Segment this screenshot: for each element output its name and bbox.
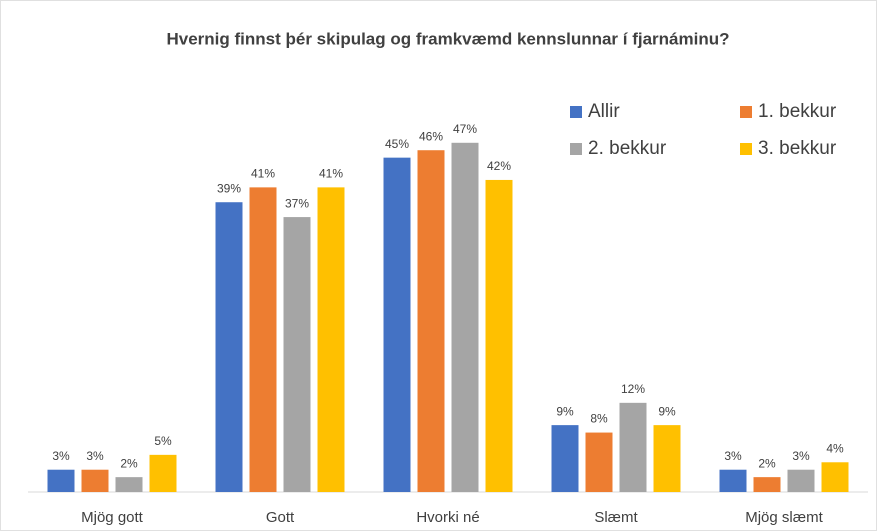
bar [551, 425, 579, 492]
value-label: 47% [453, 122, 477, 136]
x-tick-label: Slæmt [594, 509, 638, 526]
legend-swatch [570, 106, 582, 118]
value-label: 3% [86, 449, 104, 463]
value-label: 39% [217, 181, 241, 195]
bar [821, 462, 849, 492]
value-label: 4% [826, 441, 844, 455]
bar [619, 402, 647, 492]
value-label: 46% [419, 129, 443, 143]
bar [653, 425, 681, 492]
bar [417, 150, 445, 492]
bar [115, 477, 143, 492]
value-label: 9% [658, 404, 676, 418]
x-tick-label: Gott [266, 509, 295, 526]
bar [753, 477, 781, 492]
value-label: 37% [285, 196, 309, 210]
value-label: 41% [319, 167, 343, 181]
value-label: 45% [385, 137, 409, 151]
bar [787, 469, 815, 492]
value-label: 5% [154, 434, 172, 448]
value-label: 3% [52, 449, 70, 463]
value-label: 8% [590, 412, 608, 426]
value-label: 2% [758, 456, 776, 470]
value-label: 12% [621, 382, 645, 396]
value-label: 3% [792, 449, 810, 463]
bar [215, 202, 243, 493]
legend-label: Allir [588, 101, 620, 122]
x-tick-label: Mjög slæmt [745, 509, 823, 526]
bar [317, 187, 345, 492]
chart-title: Hvernig finnst þér skipulag og framkvæmd… [167, 29, 730, 48]
value-label: 42% [487, 159, 511, 173]
legend-label: 1. bekkur [758, 101, 837, 122]
legend-label: 3. bekkur [758, 138, 837, 159]
legend-swatch [740, 143, 752, 155]
value-label: 41% [251, 167, 275, 181]
bar [719, 469, 747, 492]
x-tick-label: Mjög gott [81, 509, 144, 526]
bar [485, 179, 513, 492]
bar [149, 454, 177, 492]
bar [383, 157, 411, 492]
bar [249, 187, 277, 492]
bar [47, 469, 75, 492]
value-label: 3% [724, 449, 742, 463]
x-tick-label: Hvorki né [416, 509, 479, 526]
bar [81, 469, 109, 492]
legend-swatch [740, 106, 752, 118]
bar [283, 217, 311, 492]
legend-label: 2. bekkur [588, 138, 667, 159]
bar [585, 432, 613, 492]
legend-swatch [570, 143, 582, 155]
bar [451, 142, 479, 493]
value-label: 9% [556, 404, 574, 418]
value-label: 2% [120, 456, 138, 470]
